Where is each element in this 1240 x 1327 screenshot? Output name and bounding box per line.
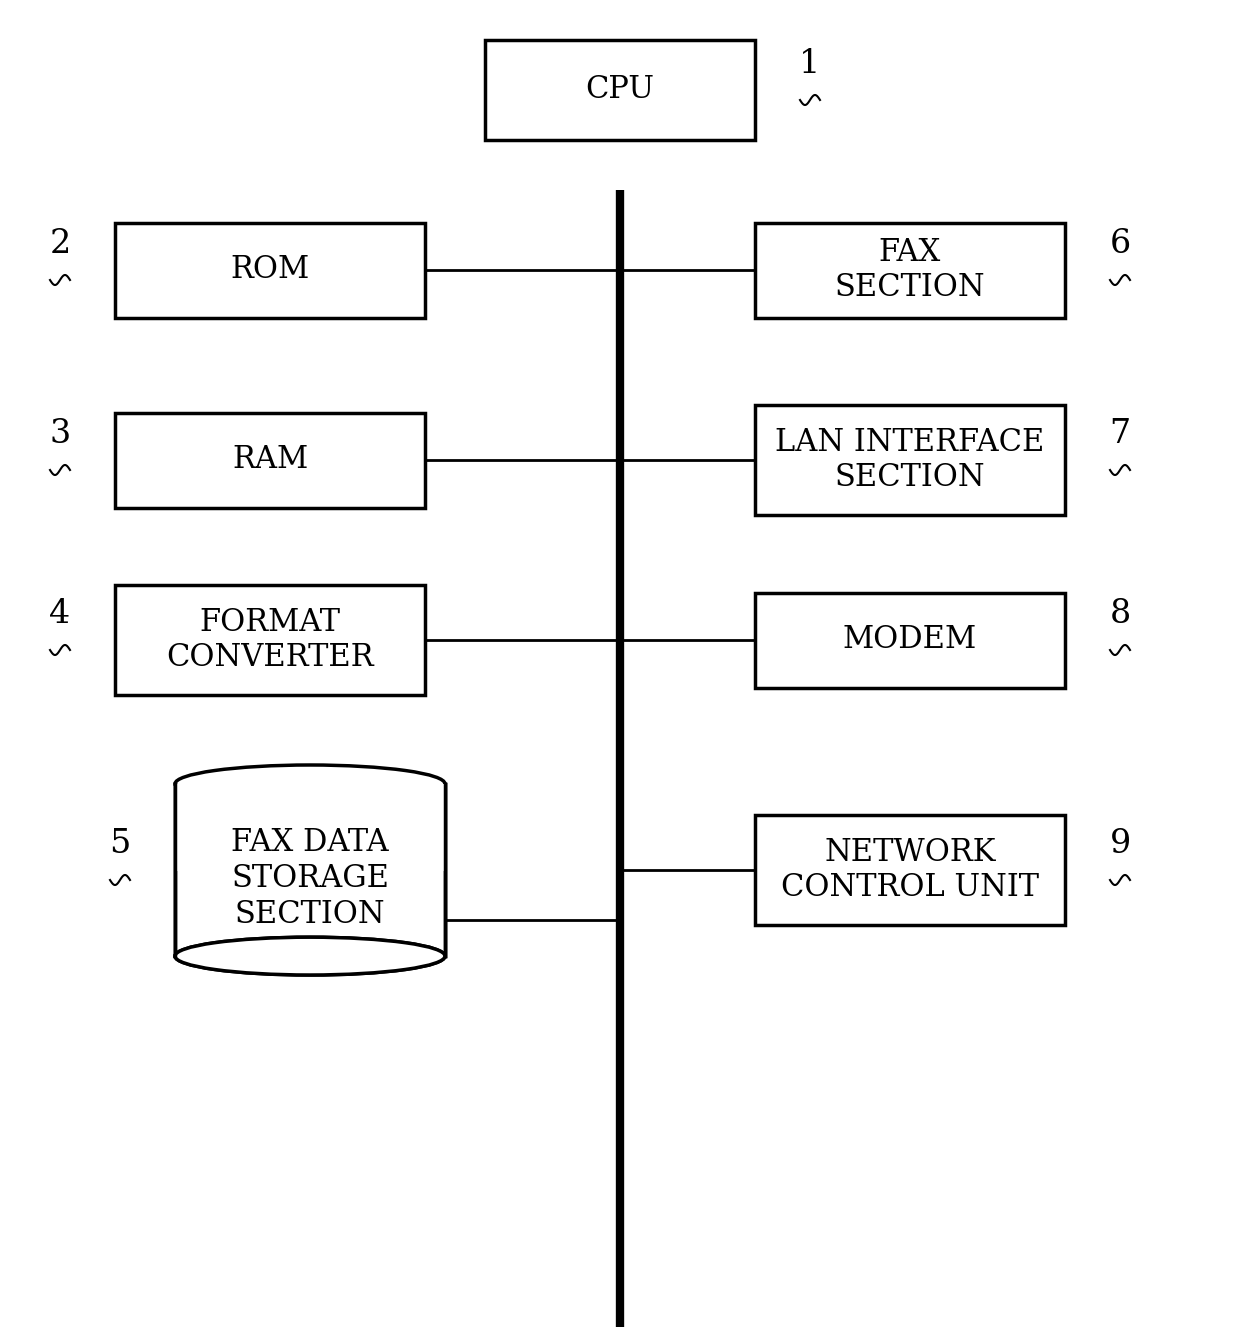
Text: NETWORK
CONTROL UNIT: NETWORK CONTROL UNIT [781,836,1039,904]
Text: 4: 4 [50,598,71,630]
Ellipse shape [175,764,445,803]
Text: 8: 8 [1110,598,1131,630]
Text: 9: 9 [1110,828,1131,860]
Bar [485,40,755,141]
Text: 3: 3 [50,418,71,450]
Bar [175,784,445,955]
Bar [115,223,425,317]
Bar [755,223,1065,317]
Text: FAX
SECTION: FAX SECTION [835,236,986,304]
Text: LAN INTERFACE
SECTION: LAN INTERFACE SECTION [775,426,1044,494]
Text: MODEM: MODEM [843,625,977,656]
Text: FORMAT
CONVERTER: FORMAT CONVERTER [166,606,373,673]
Bar [174,784,446,871]
Text: 2: 2 [50,228,71,260]
Text: CPU: CPU [585,74,655,106]
Bar [755,405,1065,515]
Bar [755,592,1065,687]
Text: FAX DATA
STORAGE
SECTION: FAX DATA STORAGE SECTION [231,827,389,930]
Ellipse shape [175,937,445,975]
Bar [755,815,1065,925]
Text: 5: 5 [109,828,130,860]
Text: 1: 1 [800,48,821,80]
Text: 7: 7 [1110,418,1131,450]
Text: 6: 6 [1110,228,1131,260]
Text: ROM: ROM [231,255,310,285]
Bar [115,585,425,695]
Text: RAM: RAM [232,445,308,475]
Ellipse shape [175,937,445,975]
Bar [115,413,425,507]
